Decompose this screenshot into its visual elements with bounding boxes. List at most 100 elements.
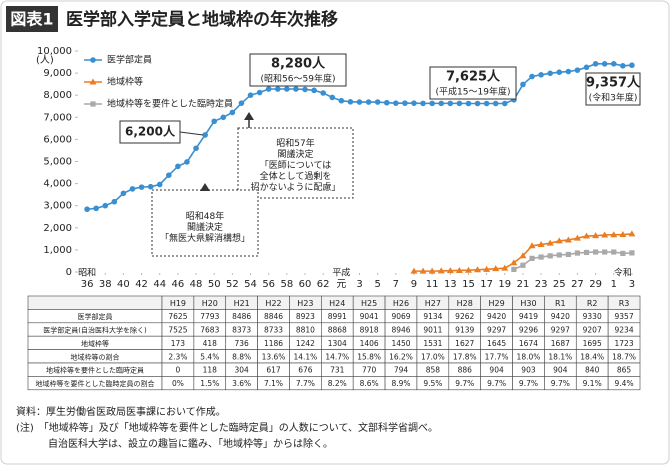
point — [592, 232, 600, 239]
annotation-text: 全体として過剰を — [260, 170, 332, 182]
x-tick-label: 60 — [299, 279, 312, 290]
point — [602, 249, 608, 255]
point — [520, 81, 526, 88]
point — [93, 205, 99, 212]
table-header: H21 — [234, 299, 250, 308]
point — [565, 251, 571, 258]
point — [293, 86, 299, 92]
table-value: 3.6% — [232, 379, 251, 388]
y-tick-label: 3,000 — [43, 201, 72, 212]
x-tick-label: 44 — [153, 279, 166, 290]
table-value: 9207 — [583, 326, 602, 335]
point — [629, 62, 635, 69]
legend-marker — [89, 78, 97, 85]
arrow-head — [244, 112, 254, 120]
point — [538, 72, 544, 78]
point — [610, 61, 617, 67]
point — [556, 252, 562, 258]
table-value: 9011 — [423, 326, 442, 335]
table-value: 9.4% — [615, 379, 634, 388]
point — [573, 234, 581, 241]
point — [555, 237, 563, 244]
table-header: R3 — [619, 299, 630, 308]
table-value: 1695 — [583, 339, 602, 348]
row-label: 地域枠等を要件とした臨時定員の割合 — [36, 379, 155, 388]
table-value: 9420 — [487, 312, 506, 321]
point — [111, 198, 118, 205]
table-value: 8.6% — [360, 379, 379, 388]
point — [511, 266, 517, 272]
table-value: 1687 — [551, 339, 570, 348]
point — [529, 73, 535, 80]
table-header: H27 — [425, 299, 441, 308]
point — [193, 145, 199, 152]
table-value: 7.7% — [296, 379, 315, 388]
point — [583, 249, 590, 256]
annotation-text: (昭和56～59年度) — [261, 73, 336, 85]
annotation-text: 「医師については — [260, 159, 332, 171]
point — [184, 159, 190, 165]
x-tick-label: 54 — [244, 279, 257, 290]
table-value: 1406 — [360, 339, 379, 348]
annotation-text: 招かないように配慮」 — [251, 181, 341, 193]
point — [365, 99, 372, 105]
point — [420, 100, 426, 107]
table-value: 2.3% — [168, 352, 187, 361]
table-cell — [607, 376, 641, 391]
table-header: H26 — [393, 299, 409, 308]
point — [138, 184, 145, 190]
y-tick-label: 4,000 — [43, 179, 72, 190]
era-label: 令和 — [614, 267, 632, 279]
table-value: 1242 — [296, 339, 315, 348]
point — [583, 64, 590, 71]
point — [510, 259, 518, 266]
point — [156, 181, 163, 188]
point — [383, 99, 390, 106]
table-header: H28 — [457, 299, 473, 308]
table-header: H23 — [297, 299, 313, 308]
x-tick-label: 23 — [535, 279, 548, 290]
point — [501, 100, 508, 107]
row-label: 医学部定員(自治医科大学を除く) — [43, 326, 147, 335]
point — [302, 86, 308, 93]
point — [202, 132, 208, 138]
table-value: 9041 — [360, 312, 379, 321]
table-value: 13.6% — [262, 352, 286, 361]
x-tick-label: 5 — [374, 279, 380, 290]
table-value: 840 — [585, 366, 600, 375]
annotation-text: (平成15～19年度) — [436, 86, 511, 98]
x-tick-label: 9 — [411, 279, 417, 290]
table-value: 7625 — [168, 312, 187, 321]
annotation-box — [119, 120, 181, 144]
table-value: 1.5% — [200, 379, 219, 388]
legend-label: 地域枠等を要件とした臨時定員 — [107, 98, 233, 110]
point — [211, 118, 218, 125]
point — [220, 114, 227, 121]
table-value: 7525 — [168, 326, 187, 335]
point — [411, 100, 417, 106]
table-value: 9234 — [615, 326, 634, 335]
table-value: 8923 — [296, 312, 315, 321]
point — [102, 202, 109, 209]
table-value: 7.1% — [264, 379, 283, 388]
table-value: 18.4% — [580, 352, 604, 361]
table-value: 1674 — [519, 339, 538, 348]
point — [538, 254, 544, 260]
point — [428, 267, 436, 274]
x-tick-label: 13 — [444, 279, 457, 290]
table-value: 1627 — [455, 339, 474, 348]
table-value: 858 — [426, 366, 441, 375]
y-tick-label: 10,000 — [37, 46, 72, 57]
y-tick-label: 7,000 — [43, 112, 72, 123]
point — [175, 163, 181, 170]
table-value: 118 — [203, 366, 218, 375]
table-value: 17.8% — [453, 352, 477, 361]
table-value: 9296 — [519, 326, 538, 335]
table-value: 770 — [362, 366, 377, 375]
table-header: H24 — [329, 299, 345, 308]
table-value: 794 — [394, 366, 409, 375]
annotation-text: 閣議決定 — [277, 148, 313, 160]
point — [619, 231, 627, 238]
table-header: R2 — [587, 299, 598, 308]
point — [629, 250, 635, 256]
